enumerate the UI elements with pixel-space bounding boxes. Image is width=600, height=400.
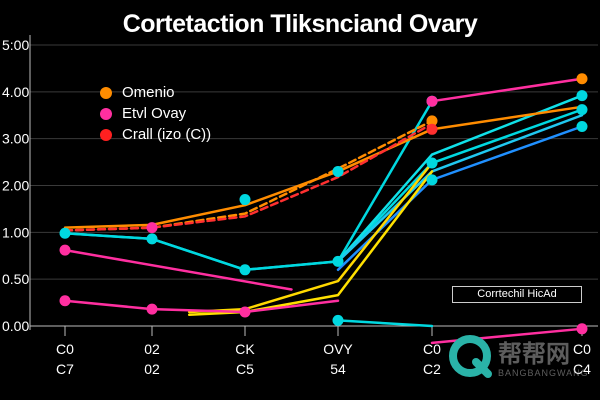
x-tick-label: 02 <box>144 341 160 357</box>
y-tick-label: 1.00 <box>2 224 29 240</box>
data-point <box>239 264 251 276</box>
legend-swatch <box>100 107 112 120</box>
data-point <box>332 255 344 267</box>
x-axis: C0 C7 02 02 CK C5 OVY 54 C0 C2 C0 C4 <box>30 325 598 377</box>
data-point <box>426 95 438 107</box>
x-tick-label: 02 <box>144 361 160 377</box>
legend-label: Etvl Ovay <box>122 105 187 122</box>
legend-swatch <box>100 86 112 99</box>
data-point <box>426 123 438 135</box>
watermark-text: 帮帮网 <box>498 340 570 368</box>
watermark-subtext: BANGBANGWANG <box>498 368 589 378</box>
legend-label: Omenio <box>122 84 175 101</box>
data-point <box>576 323 588 335</box>
x-tick-label: C7 <box>56 361 74 377</box>
legend-item: Crall (izo (C)) <box>100 124 211 145</box>
data-point <box>239 194 251 206</box>
series-line <box>430 77 584 103</box>
legend-swatch <box>100 128 112 141</box>
data-point <box>146 222 158 234</box>
chart-title: Cortetaction Tliksnciand Ovary <box>122 10 478 38</box>
y-tick-label: 3.00 <box>2 131 29 147</box>
data-point <box>426 115 438 127</box>
data-point <box>426 157 438 169</box>
data-point <box>332 314 344 326</box>
series-line <box>63 248 293 291</box>
series-line <box>187 170 434 317</box>
x-tick-label: OVY <box>323 341 353 357</box>
x-tick-label: C0 <box>573 341 591 357</box>
x-tick-label: C4 <box>573 361 591 377</box>
data-point <box>576 104 588 116</box>
y-tick-label: 4.00 <box>2 84 29 100</box>
x-tick-label: CK <box>235 341 255 357</box>
data-point <box>59 295 71 307</box>
x-tick-label: C0 <box>56 341 74 357</box>
legend: Omenio Etvl Ovay Crall (izo (C)) <box>100 82 211 145</box>
y-axis: 5:00 4.00 3.00 2.00 1.00 0.50 0.00 <box>2 35 31 334</box>
data-point <box>146 303 158 315</box>
watermark: 帮帮网 BANGBANGWANG <box>446 330 596 386</box>
data-point <box>146 233 158 245</box>
data-point <box>59 227 71 239</box>
data-point <box>576 90 588 102</box>
data-point <box>59 244 71 256</box>
annotation-box: Corrtechil HicAd <box>452 286 582 303</box>
y-tick-label: 5:00 <box>2 37 29 53</box>
y-tick-label: 2.00 <box>2 178 29 194</box>
x-tick-label: 54 <box>330 361 346 377</box>
data-point <box>426 174 438 186</box>
series-line <box>63 122 434 232</box>
legend-item: Etvl Ovay <box>100 103 211 124</box>
data-point <box>239 306 251 318</box>
x-tick-label: C5 <box>236 361 254 377</box>
x-tick-label: C0 <box>423 341 441 357</box>
data-point <box>576 120 588 132</box>
series-line <box>336 319 434 328</box>
x-tick-label: C2 <box>423 361 441 377</box>
y-tick-label: 0.00 <box>2 318 29 334</box>
series-lines <box>63 77 584 345</box>
series-line <box>63 299 340 314</box>
legend-label: Crall (izo (C)) <box>122 126 212 143</box>
series-points <box>59 73 588 335</box>
data-point <box>576 73 588 85</box>
series-line <box>336 114 584 263</box>
series-line <box>63 108 584 272</box>
data-point <box>332 165 344 177</box>
legend-item: Omenio <box>100 82 211 103</box>
y-tick-label: 0.50 <box>2 271 29 287</box>
series-line <box>63 105 584 229</box>
watermark-logo-icon <box>449 335 492 378</box>
